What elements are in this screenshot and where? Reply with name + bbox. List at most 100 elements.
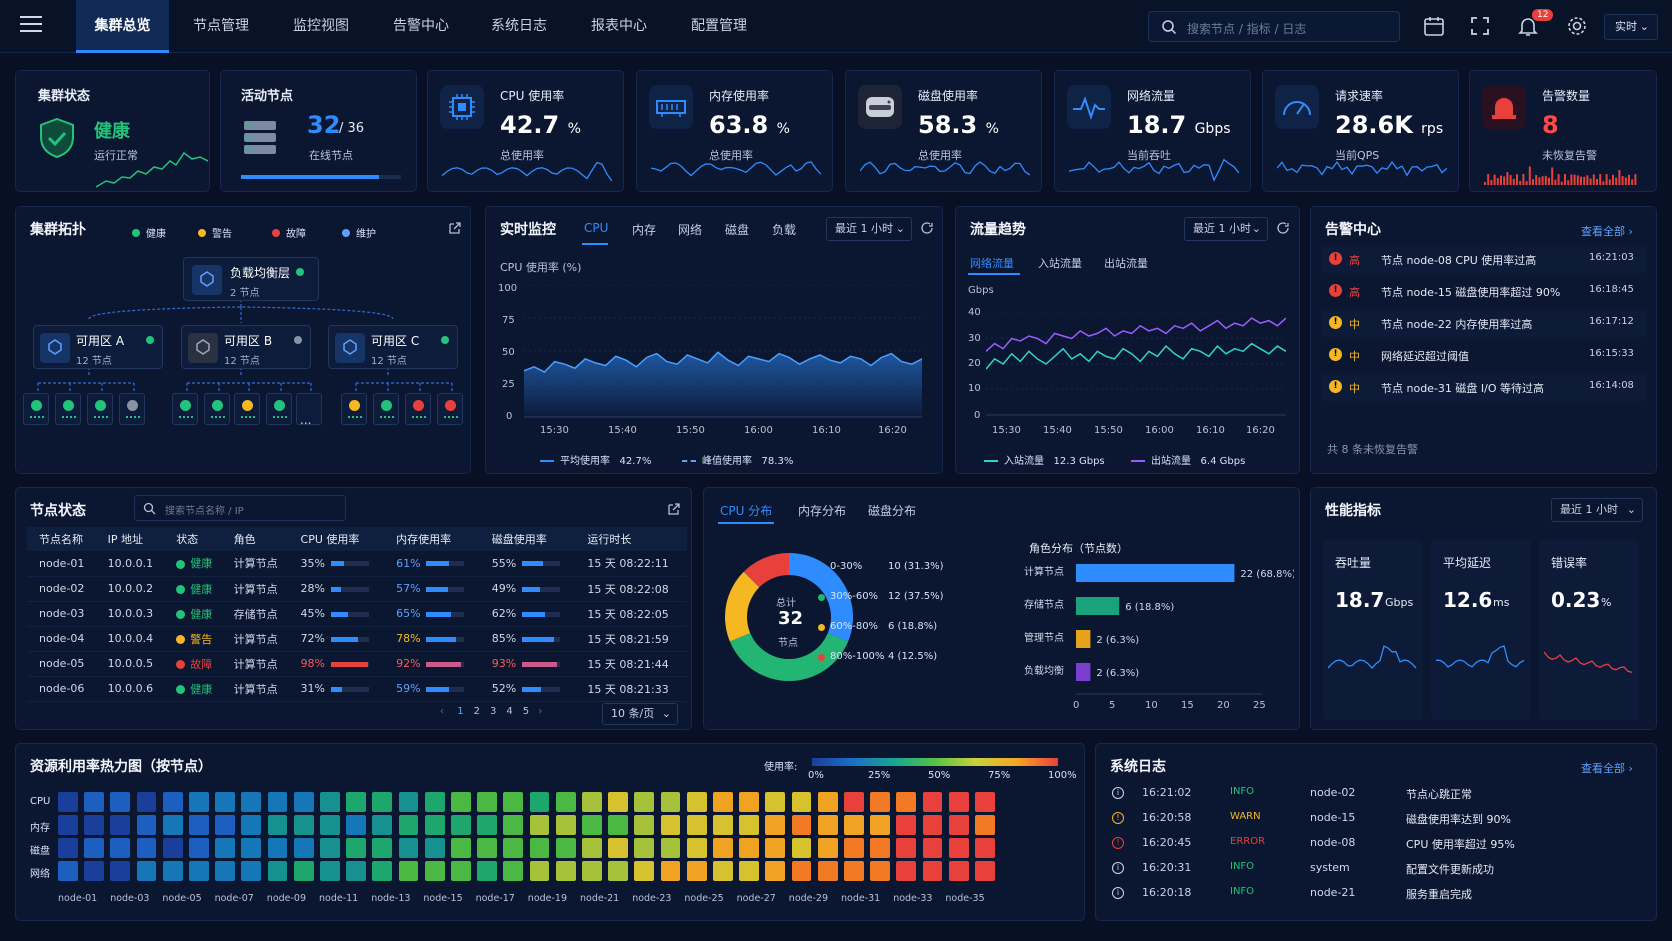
topology-more[interactable]: ...: [300, 413, 312, 427]
alert-item[interactable]: ! 中 节点 node-31 磁盘 I/O 等待过高 16:14:08: [1321, 373, 1647, 401]
heatmap-cell[interactable]: [765, 861, 786, 881]
log-entry[interactable]: i 16:20:31 INFO system 配置文件更新成功: [1104, 859, 1644, 881]
table-row[interactable]: node-03 10.0.0.3 健康 存储节点 45% 65% 62% 15 天 08:22…: [27, 601, 687, 627]
heatmap-cell[interactable]: [870, 861, 890, 881]
heatmap-cell[interactable]: [817, 861, 838, 881]
heatmap-cell[interactable]: [58, 792, 78, 812]
page-number[interactable]: 5: [522, 706, 530, 717]
heatmap-cell[interactable]: [529, 792, 550, 812]
heatmap-cell[interactable]: [162, 792, 183, 812]
heatmap-cell[interactable]: [215, 815, 235, 835]
heatmap-cell[interactable]: [162, 815, 183, 835]
heatmap-cell[interactable]: [477, 792, 497, 812]
heatmap-cell[interactable]: [634, 792, 655, 812]
heatmap-cell[interactable]: [555, 815, 576, 835]
table-row[interactable]: node-02 10.0.0.2 健康 计算节点 28% 57% 49% 15 天 08:22…: [27, 576, 687, 602]
monitor-range-select[interactable]: 最近 1 小时 ⌄: [826, 217, 912, 241]
heatmap-cell[interactable]: [975, 861, 995, 881]
table-header-cell[interactable]: 内存使用率: [384, 527, 480, 551]
topology-leaf-node[interactable]: [23, 393, 49, 425]
heatmap-cell[interactable]: [267, 861, 288, 881]
heatmap-cell[interactable]: [922, 838, 943, 858]
heatmap-cell[interactable]: [896, 815, 917, 835]
fullscreen-icon[interactable]: [1468, 14, 1492, 38]
heatmap-cell[interactable]: [870, 838, 890, 858]
bell-icon[interactable]: [1516, 14, 1540, 38]
monitor-tab-load[interactable]: 负载: [772, 223, 797, 237]
dist-tab-disk[interactable]: 磁盘分布: [868, 504, 917, 518]
heatmap-cell[interactable]: [844, 815, 864, 835]
heatmap-cell[interactable]: [215, 838, 235, 858]
table-header-cell[interactable]: 运行时长: [575, 527, 687, 551]
heatmap-cell[interactable]: [320, 838, 340, 858]
perf-range-select[interactable]: 最近 1 小时 ⌄: [1551, 498, 1643, 522]
heatmap-cell[interactable]: [896, 838, 917, 858]
heatmap-cell[interactable]: [477, 815, 497, 835]
tab-nodes[interactable]: 节点管理: [193, 18, 249, 34]
heatmap-cell[interactable]: [293, 861, 314, 881]
heatmap-cell[interactable]: [503, 815, 524, 835]
topology-leaf-node[interactable]: [373, 393, 399, 425]
topology-lb-node[interactable]: 负载均衡层 2 节点: [183, 257, 319, 301]
heatmap-cell[interactable]: [582, 838, 602, 858]
gear-icon[interactable]: [1565, 14, 1589, 38]
heatmap-cell[interactable]: [267, 792, 288, 812]
heatmap-cell[interactable]: [529, 815, 550, 835]
heatmap-cell[interactable]: [791, 861, 812, 881]
heatmap-cell[interactable]: [110, 792, 131, 812]
heatmap-cell[interactable]: [477, 838, 497, 858]
heatmap-cell[interactable]: [896, 861, 917, 881]
tab-overview[interactable]: 集群总览: [76, 0, 169, 53]
heatmap-cell[interactable]: [948, 792, 969, 812]
heatmap-cell[interactable]: [110, 861, 131, 881]
heatmap-cell[interactable]: [398, 792, 419, 812]
table-header-cell[interactable]: 状态: [164, 527, 222, 551]
heatmap-cell[interactable]: [765, 792, 786, 812]
heatmap-cell[interactable]: [241, 838, 262, 858]
log-entry[interactable]: ! 16:20:58 WARN node-15 磁盘使用率达到 90%: [1104, 809, 1644, 831]
heatmap-cell[interactable]: [634, 861, 655, 881]
heatmap-cell[interactable]: [922, 815, 943, 835]
heatmap-cell[interactable]: [372, 861, 393, 881]
heatmap-cell[interactable]: [293, 815, 314, 835]
alert-item[interactable]: ! 中 节点 node-22 内存使用率过高 16:17:12: [1321, 309, 1647, 337]
table-row[interactable]: node-06 10.0.0.6 健康 计算节点 31% 59% 52% 15 天 08:21…: [27, 676, 687, 702]
heatmap-cell[interactable]: [922, 792, 943, 812]
heatmap-cell[interactable]: [136, 861, 157, 881]
heatmap-cell[interactable]: [136, 838, 157, 858]
log-entry[interactable]: ! 16:20:45 ERROR node-08 CPU 使用率超过 95%: [1104, 834, 1644, 856]
heatmap-cell[interactable]: [372, 815, 393, 835]
heatmap-cell[interactable]: [608, 861, 628, 881]
heatmap-cell[interactable]: [870, 792, 890, 812]
page-number[interactable]: 3: [489, 706, 497, 717]
topology-zone-c[interactable]: 可用区 C 12 节点: [328, 325, 458, 369]
page-number[interactable]: 1: [457, 706, 464, 717]
tab-monitor[interactable]: 监控视图: [293, 18, 349, 34]
topology-leaf-node[interactable]: [437, 393, 463, 425]
heatmap-cell[interactable]: [189, 815, 209, 835]
heatmap-cell[interactable]: [739, 815, 759, 835]
topology-leaf-node[interactable]: [87, 393, 113, 425]
topology-more-box[interactable]: [296, 393, 322, 425]
heatmap-cell[interactable]: [424, 861, 445, 881]
heatmap-cell[interactable]: [372, 838, 393, 858]
page-next[interactable]: ›: [538, 706, 543, 717]
node-search-input[interactable]: 搜索节点名称 / IP: [134, 495, 346, 521]
heatmap-cell[interactable]: [582, 792, 602, 812]
heatmap-cell[interactable]: [189, 838, 209, 858]
search-input[interactable]: 搜索节点 / 指标 / 日志: [1148, 11, 1400, 42]
syslog-view-all-link[interactable]: 查看全部 ›: [1581, 760, 1633, 776]
heatmap-cell[interactable]: [215, 861, 235, 881]
heatmap-cell[interactable]: [975, 815, 995, 835]
heatmap-cell[interactable]: [582, 815, 602, 835]
table-header-cell[interactable]: CPU 使用率: [288, 527, 385, 551]
topology-leaf-node[interactable]: [266, 393, 292, 425]
table-header-cell[interactable]: 节点名称: [27, 527, 96, 551]
heatmap-cell[interactable]: [555, 792, 576, 812]
heatmap-cell[interactable]: [582, 861, 602, 881]
heatmap-cell[interactable]: [948, 838, 969, 858]
heatmap-cell[interactable]: [346, 792, 366, 812]
heatmap-cell[interactable]: [451, 838, 471, 858]
mode-select[interactable]: 实时 ⌄: [1604, 14, 1658, 40]
heatmap-cell[interactable]: [267, 838, 288, 858]
